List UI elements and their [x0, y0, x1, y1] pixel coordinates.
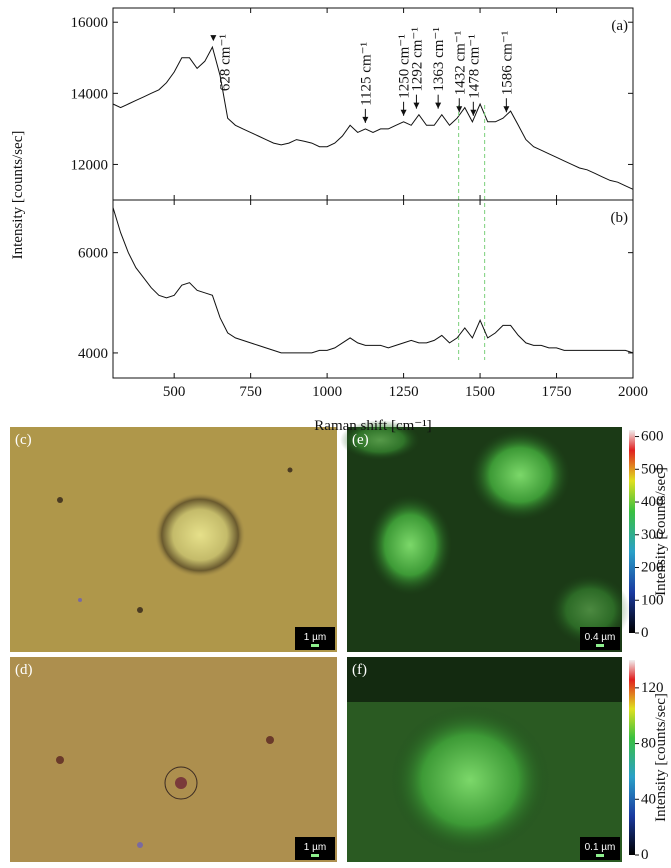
- peak-label: 1363 cm⁻¹: [431, 27, 447, 92]
- x-tick-label: 1750: [542, 384, 572, 400]
- scale-bar: [311, 854, 319, 857]
- peak-arrow: [435, 102, 442, 109]
- peak-label: 1250 cm⁻¹: [397, 34, 413, 99]
- colorbar-tick-label: 600: [641, 429, 664, 445]
- scale-bar-box: [580, 627, 620, 650]
- scale-bar-box: [580, 837, 620, 860]
- x-axis-label: Raman shift [cm⁻¹]: [314, 418, 431, 434]
- panel-label: (d): [15, 662, 33, 678]
- peak-label: 628 cm⁻¹: [217, 34, 233, 91]
- peak-label: 1125 cm⁻¹: [358, 42, 374, 106]
- spectrum-line: [112, 207, 634, 354]
- colorbar-label: Intensity [counts/sec]: [653, 467, 669, 596]
- panel-label: (b): [611, 210, 629, 226]
- x-tick-label: 500: [163, 384, 186, 400]
- scale-bar-box: [295, 837, 335, 860]
- y-tick-label: 12000: [71, 157, 109, 173]
- scale-bar-label: 1 µm: [304, 632, 326, 643]
- peak-label: 1292 cm⁻¹: [409, 27, 425, 92]
- panel-label: (a): [611, 18, 628, 34]
- spectrum-line: [112, 45, 634, 190]
- y-tick-label: 14000: [71, 86, 109, 102]
- peak-arrow: [210, 35, 217, 42]
- peak-arrow: [362, 116, 369, 123]
- y-tick-label: 4000: [78, 346, 108, 362]
- y-tick-label: 6000: [78, 246, 108, 262]
- peak-arrow: [503, 106, 510, 113]
- peak-arrow: [470, 109, 477, 116]
- colorbar-tick-label: 200: [641, 560, 664, 576]
- scale-bar: [311, 644, 319, 647]
- micrograph-c: [10, 427, 337, 652]
- raman-map-e: [340, 420, 630, 652]
- plot-frame: [112, 199, 634, 379]
- scale-bar: [596, 644, 604, 647]
- scale-bar-label: 1 µm: [304, 842, 326, 853]
- panel-label: (f): [352, 662, 367, 678]
- colorbar-tick-label: 500: [641, 461, 664, 477]
- colorbar-tick-label: 0: [641, 625, 649, 641]
- colorbar-tick-label: 0: [641, 847, 649, 863]
- colorbar: [629, 660, 635, 855]
- scale-bar-label: 0.4 µm: [585, 632, 616, 643]
- peak-arrow: [456, 106, 463, 113]
- micrograph-d: [10, 657, 337, 862]
- peak-label: 1586 cm⁻¹: [499, 31, 515, 96]
- peak-arrow: [400, 109, 407, 116]
- colorbar: [629, 430, 635, 633]
- x-tick-label: 2000: [618, 384, 648, 400]
- scale-bar: [596, 854, 604, 857]
- peak-label: 1432 cm⁻¹: [452, 31, 468, 96]
- panel-label: (e): [352, 432, 369, 448]
- scale-bar-box: [295, 627, 335, 650]
- y-axis-label: Intensity [counts/sec]: [10, 131, 26, 260]
- x-tick-label: 750: [239, 384, 262, 400]
- x-tick-label: 1500: [465, 384, 495, 400]
- colorbar-tick-label: 120: [641, 680, 664, 696]
- colorbar-tick-label: 40: [641, 791, 656, 807]
- colorbar-tick-label: 300: [641, 527, 664, 543]
- peak-label: 1478 cm⁻¹: [466, 34, 482, 99]
- y-tick-label: 16000: [71, 15, 109, 31]
- x-tick-label: 1250: [389, 384, 419, 400]
- panel-label: (c): [15, 432, 32, 448]
- colorbar-label: Intensity [counts/sec]: [653, 693, 669, 822]
- x-tick-label: 1000: [312, 384, 342, 400]
- scale-bar-label: 0.1 µm: [585, 842, 616, 853]
- raman-map-f: [347, 657, 622, 862]
- peak-arrow: [413, 102, 420, 109]
- colorbar-tick-label: 80: [641, 736, 656, 752]
- colorbar-tick-label: 100: [641, 592, 664, 608]
- colorbar-tick-label: 400: [641, 494, 664, 510]
